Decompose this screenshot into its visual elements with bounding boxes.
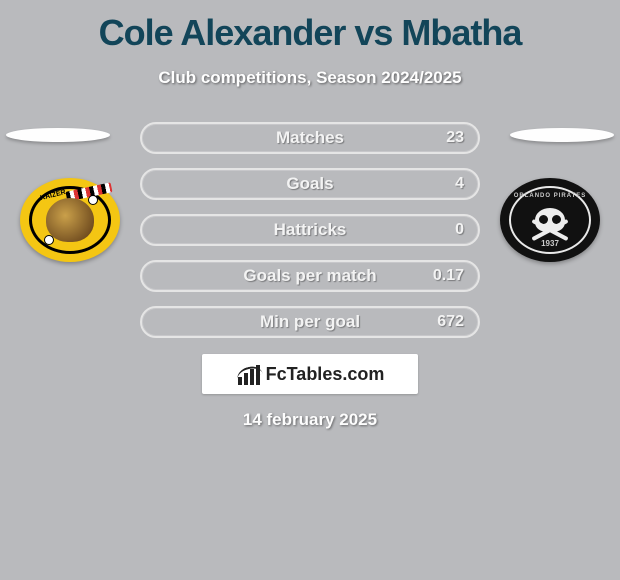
stat-value: 672 bbox=[437, 313, 464, 331]
stat-row: Goals 4 bbox=[140, 168, 480, 200]
stat-label: Hattricks bbox=[142, 220, 478, 240]
stat-value: 0.17 bbox=[433, 267, 464, 285]
club-badge-left: KAIZER bbox=[20, 178, 120, 262]
stats-list: Matches 23 Goals 4 Hattricks 0 Goals per… bbox=[140, 122, 480, 352]
club-badge-right: ORLANDO PIRATES 1937 bbox=[500, 178, 600, 262]
player-ellipse-right bbox=[510, 128, 614, 142]
stat-row: Hattricks 0 bbox=[140, 214, 480, 246]
chart-bars-icon bbox=[236, 363, 262, 385]
date-label: 14 february 2025 bbox=[0, 410, 620, 430]
stat-label: Goals bbox=[142, 174, 478, 194]
stat-row: Goals per match 0.17 bbox=[140, 260, 480, 292]
stat-value: 23 bbox=[446, 129, 464, 147]
brand-box: FcTables.com bbox=[202, 354, 418, 394]
stat-label: Min per goal bbox=[142, 312, 478, 332]
orlando-pirates-crest-icon: ORLANDO PIRATES 1937 bbox=[509, 186, 591, 254]
stat-row: Min per goal 672 bbox=[140, 306, 480, 338]
player-ellipse-left bbox=[6, 128, 110, 142]
stat-value: 0 bbox=[455, 221, 464, 239]
page-title: Cole Alexander vs Mbatha bbox=[0, 0, 620, 54]
stat-row: Matches 23 bbox=[140, 122, 480, 154]
stat-value: 4 bbox=[455, 175, 464, 193]
crest-right-year: 1937 bbox=[511, 239, 589, 248]
stat-label: Goals per match bbox=[142, 266, 478, 286]
brand-text: FcTables.com bbox=[266, 364, 385, 385]
crest-right-text: ORLANDO PIRATES bbox=[511, 193, 589, 199]
subtitle: Club competitions, Season 2024/2025 bbox=[0, 68, 620, 88]
stat-label: Matches bbox=[142, 128, 478, 148]
kaizer-chiefs-crest-icon: KAIZER bbox=[29, 186, 111, 254]
